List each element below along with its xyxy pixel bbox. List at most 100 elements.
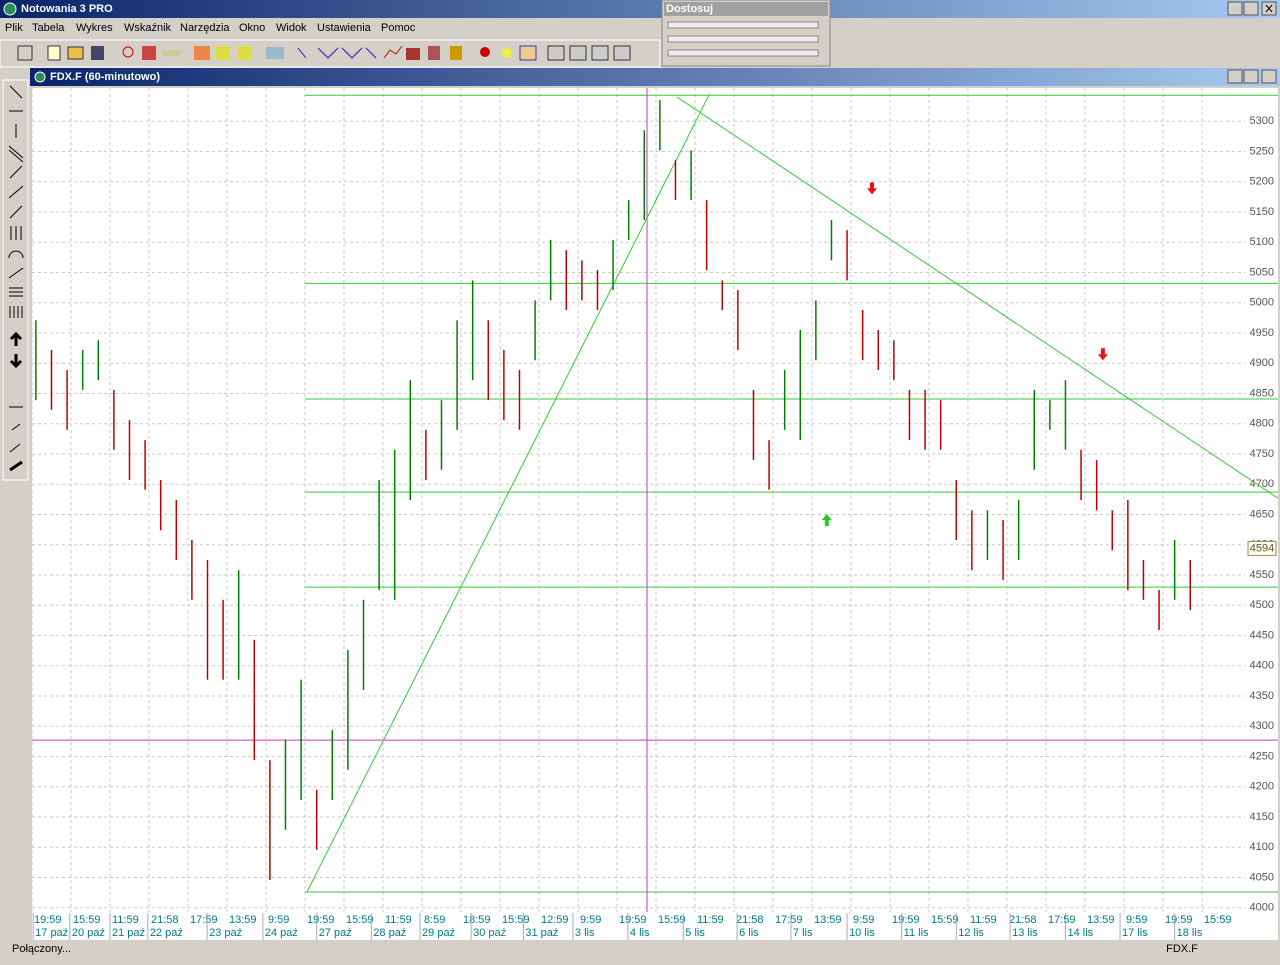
menu-item[interactable]: Plik [5, 22, 23, 34]
slider[interactable] [667, 35, 819, 43]
y-tick-label: 4500 [1250, 599, 1274, 611]
x-tick-label: 8:59 [424, 914, 445, 926]
tool-icon[interactable] [297, 47, 377, 59]
y-tick-label: 4000 [1250, 902, 1274, 914]
status-symbol: FDX.F [1166, 943, 1198, 955]
tool[interactable] [9, 354, 23, 369]
tool-icon[interactable] [216, 46, 230, 60]
date-label: 24 paź [265, 927, 298, 939]
tool-icon[interactable] [519, 45, 537, 61]
x-tick-label: 17:59 [190, 914, 218, 926]
tool[interactable] [11, 423, 21, 431]
y-tick-label: 4950 [1250, 327, 1274, 339]
tool[interactable] [9, 287, 23, 297]
x-tick-label: 15:59 [73, 914, 101, 926]
tool-icon[interactable] [142, 46, 156, 60]
y-tick-label: 4750 [1250, 448, 1274, 460]
tool[interactable] [8, 250, 24, 259]
tool-icon[interactable] [480, 47, 490, 57]
tool[interactable] [8, 145, 24, 163]
tool-icon[interactable] [591, 45, 609, 61]
tool-icon[interactable] [428, 46, 440, 60]
close-x [1265, 4, 1273, 13]
menu-item[interactable]: Okno [239, 22, 265, 34]
tool[interactable] [9, 85, 23, 99]
tool-icon[interactable] [383, 45, 403, 59]
x-tick-label: 11:59 [385, 914, 412, 926]
y-tick-label: 5100 [1250, 236, 1274, 248]
tool-icon[interactable] [91, 46, 104, 60]
menu-item[interactable]: Pomoc [381, 22, 416, 34]
maximize[interactable] [1243, 1, 1259, 16]
y-tick-label: 5050 [1250, 266, 1274, 278]
date-label: 11 lis [904, 927, 929, 939]
tool[interactable] [8, 185, 24, 199]
tool-icon[interactable] [406, 48, 420, 60]
y-tick-label: 5300 [1250, 115, 1274, 127]
x-tick-label: 19:59 [619, 914, 647, 926]
date-label: 4 lis [630, 927, 650, 939]
tool[interactable] [8, 267, 24, 279]
date-label: 7 lis [793, 927, 813, 939]
tool-icon[interactable] [547, 45, 565, 61]
status-connection: Połączony... [12, 943, 71, 955]
tool-icon[interactable] [67, 46, 84, 60]
minimize[interactable] [1227, 1, 1243, 16]
date-label: 22 paź [150, 927, 183, 939]
menu-item[interactable]: Ustawienia [317, 22, 372, 34]
tool-icon[interactable] [238, 46, 252, 60]
tool-icon[interactable] [122, 46, 134, 58]
date-label: 3 lis [575, 927, 595, 939]
y-tick-label: 4400 [1250, 660, 1274, 672]
tool-icon[interactable] [450, 46, 462, 60]
tool-icon[interactable] [47, 45, 61, 61]
chart-minimize[interactable] [1227, 69, 1243, 84]
x-tick-label: 9:59 [268, 914, 289, 926]
menu-item[interactable]: Narzędzia [180, 22, 230, 34]
slider[interactable] [667, 21, 819, 29]
tool-icon[interactable] [266, 47, 284, 59]
y-tick-label: 4800 [1250, 418, 1274, 430]
tool-icon[interactable] [17, 45, 33, 61]
menu-item[interactable]: Wykres [76, 22, 113, 34]
tool-icon[interactable] [502, 48, 512, 58]
window-buttons[interactable] [1227, 1, 1277, 16]
menu-item[interactable]: Tabela [32, 22, 65, 34]
trendline [306, 93, 711, 893]
date-label: 31 paź [525, 927, 558, 939]
y-tick-label: 5000 [1250, 297, 1274, 309]
x-tick-label: 21:58 [151, 914, 179, 926]
x-tick-label: 21:58 [736, 914, 764, 926]
slider[interactable] [667, 49, 819, 57]
tool[interactable] [9, 331, 23, 346]
tool-icon[interactable] [569, 45, 587, 61]
app-icon [3, 2, 17, 16]
tool[interactable] [9, 306, 23, 318]
chart-window-title: FDX.F (60-minutowo) [50, 71, 160, 83]
date-label: 13 lis [1012, 927, 1038, 939]
tool[interactable] [10, 226, 22, 240]
x-tick-label: 17:59 [775, 914, 803, 926]
y-tick-label: 4200 [1250, 781, 1274, 793]
x-tick-label: 15:59 [931, 914, 959, 926]
tool[interactable] [9, 205, 23, 219]
menu-item[interactable]: Widok [276, 22, 307, 34]
x-tick-label: 9:59 [1126, 914, 1147, 926]
chart-window-title-bar [30, 68, 1280, 86]
y-tick-label: 5150 [1250, 206, 1274, 218]
date-label: 14 lis [1067, 927, 1093, 939]
chart-close[interactable] [1261, 69, 1277, 84]
tool[interactable] [9, 460, 23, 472]
title-bar [0, 0, 1280, 18]
tool-icon[interactable] [194, 46, 210, 60]
date-label: 18 lis [1177, 927, 1203, 939]
tool[interactable] [9, 443, 21, 453]
tool-icon[interactable] [613, 45, 631, 61]
tool[interactable] [9, 165, 23, 179]
menu-item[interactable]: Wskaźnik [124, 22, 172, 34]
x-tick-label: 13:59 [229, 914, 257, 926]
date-label: 10 lis [849, 927, 875, 939]
chart-maximize[interactable] [1243, 69, 1259, 84]
y-tick-label: 5250 [1250, 145, 1274, 157]
tool-icon[interactable] [162, 50, 180, 56]
